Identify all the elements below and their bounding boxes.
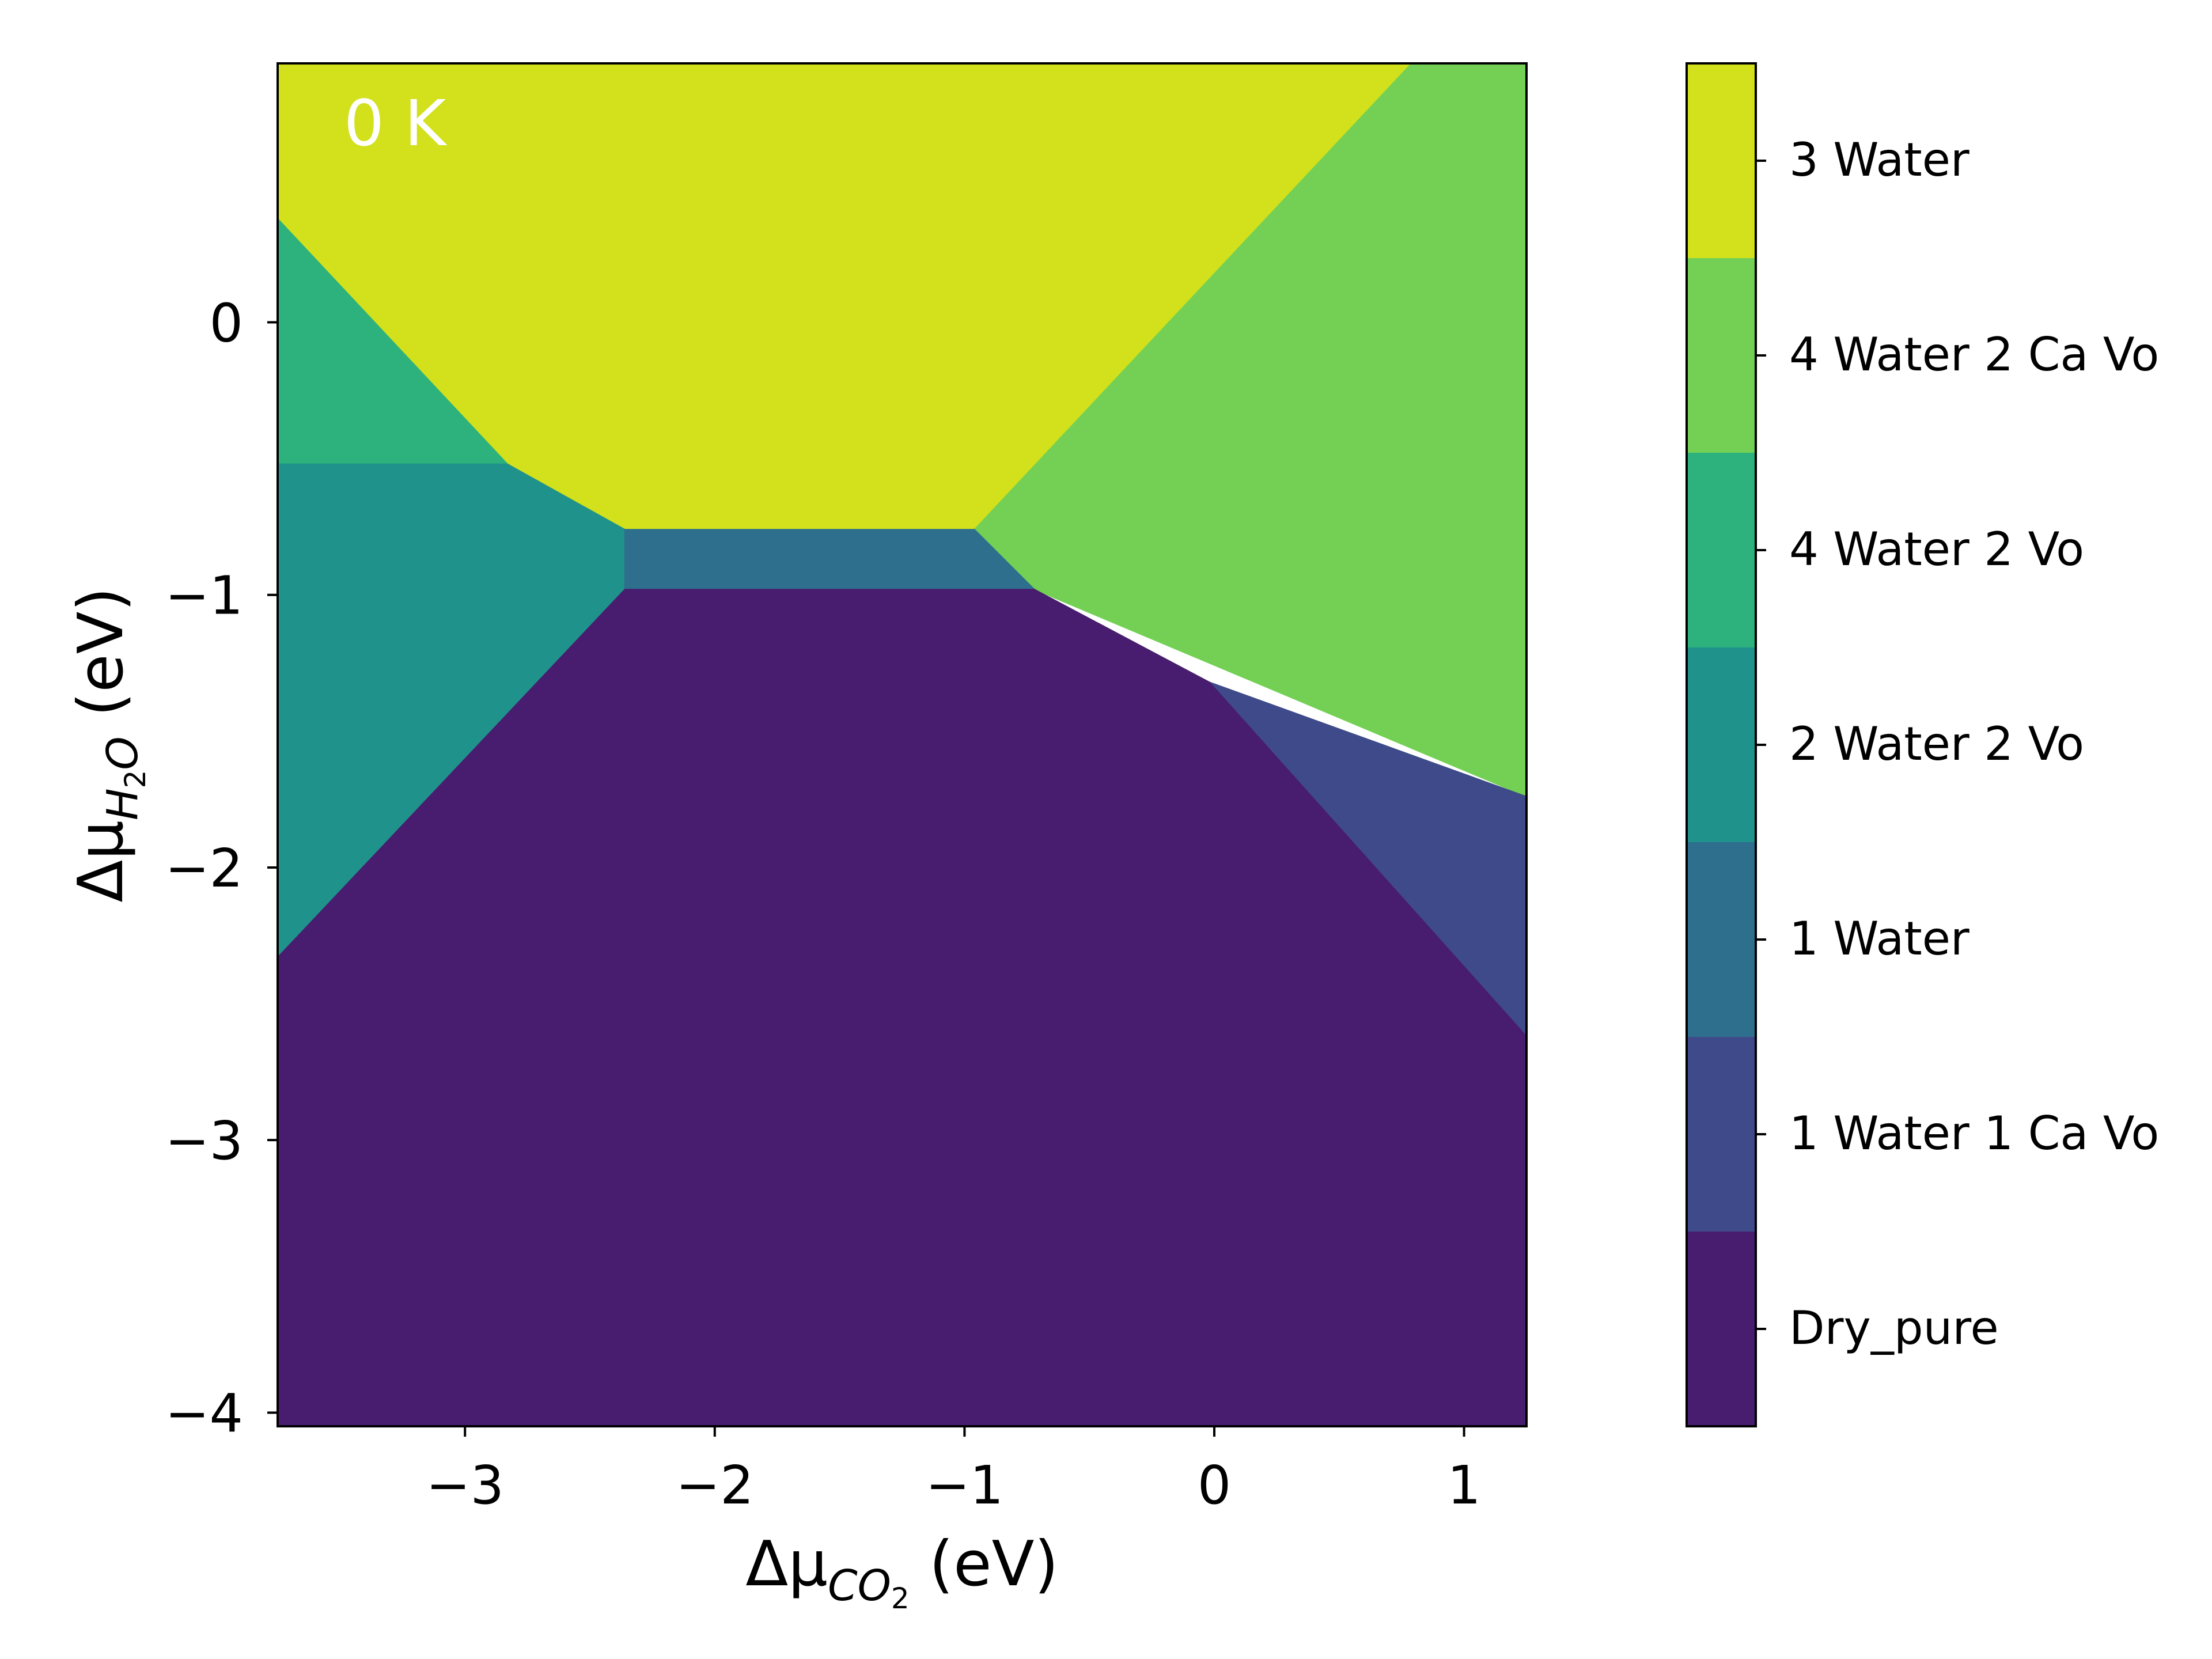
colorbar-label: 3 Water [1789,133,1969,187]
colorbar-swatch-4-water-2-vo [1687,453,1756,648]
x-axis-label: ΔμCO2 (eV) [745,1528,1058,1615]
colorbar-swatch-2-water-2-vo [1687,647,1756,843]
phase-regions [278,63,1527,1426]
colorbar: 3 Water 4 Water 2 Ca Vo 4 Water 2 Vo 2 Wate… [1685,62,2159,1427]
temperature-annotation: 0 K [344,86,448,160]
colorbar-label: Dry_pure [1789,1301,1999,1355]
y-tick-label: −2 [165,838,243,899]
y-tick-label: 0 [209,293,243,354]
plot-frame [276,62,1528,1427]
region-4-water-2-ca-vo [974,63,1527,797]
y-axis-label: ΔμH2O (eV) [65,587,152,902]
x-axis-ticks: −3 −2 −1 0 1 [426,1426,1481,1516]
colorbar-label: 4 Water 2 Vo [1789,522,2084,576]
colorbar-swatch-dry-pure [1687,1232,1756,1427]
colorbar-swatch-1-water [1687,842,1756,1037]
x-tick-label: 1 [1447,1455,1481,1516]
x-tick-label: −3 [426,1455,504,1516]
x-tick-label: 0 [1198,1455,1232,1516]
colorbar-frame [1685,62,1757,1427]
x-tick-label: −2 [676,1455,754,1516]
x-tick-label: −1 [926,1455,1004,1516]
colorbar-label: 1 Water 1 Ca Vo [1789,1107,2159,1160]
y-tick-label: −4 [165,1382,243,1444]
y-axis-ticks: 0 −1 −2 −3 −4 [165,293,278,1444]
colorbar-label: 2 Water 2 Vo [1789,717,2084,771]
y-tick-label: −3 [165,1110,243,1172]
colorbar-swatch-1-water-1-ca-vo [1687,1037,1756,1232]
region-1-water [624,529,1036,590]
colorbar-swatch-4-water-2-ca-vo [1687,258,1756,453]
x-axis-title: ΔμCO2 (eV) [745,1528,1058,1615]
colorbar-label: 1 Water [1789,912,1969,965]
y-tick-label: −1 [165,565,243,627]
colorbar-label: 4 Water 2 Ca Vo [1789,328,2159,381]
y-axis-title: ΔμH2O (eV) [65,587,152,902]
colorbar-swatch-3-water [1687,63,1756,259]
region-dry-pure [278,589,1527,1426]
